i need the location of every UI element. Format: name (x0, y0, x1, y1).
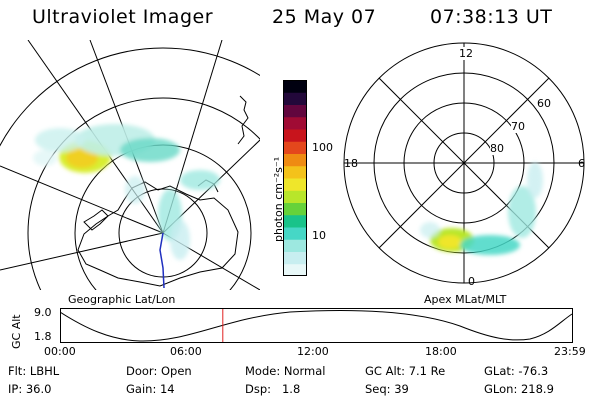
geographic-label: Geographic Lat/Lon (68, 293, 176, 306)
mlt-label-18: 18 (344, 157, 358, 170)
dsp-status: Dsp: 1.8 (245, 382, 301, 396)
glat-status: GLat: -76.3 (484, 364, 549, 378)
color-scale-step (283, 263, 307, 276)
color-scale-step (283, 129, 307, 142)
altitude-xtick-1: 06:00 (170, 345, 202, 358)
geographic-grid (0, 40, 260, 290)
color-scale-step (283, 104, 307, 118)
magnetic-polar-map (343, 42, 585, 284)
altitude-xtick-2: 12:00 (297, 345, 329, 358)
door-status: Door: Open (126, 364, 192, 378)
satellite-track (159, 232, 165, 289)
mlat-label-60: 60 (537, 97, 551, 110)
mode-status: Mode: Normal (245, 364, 326, 378)
color-scale-step (283, 165, 307, 179)
mlt-label-0: 0 (468, 275, 475, 288)
time-label: 07:38:13 UT (430, 6, 553, 28)
altitude-xtick-0: 00:00 (44, 345, 76, 358)
altitude-curve (60, 310, 573, 342)
coastline (77, 95, 249, 287)
colorbar-tick-100: 100 (312, 141, 333, 154)
color-scale-step (283, 141, 307, 154)
date-label: 25 May 07 (272, 6, 377, 28)
color-scale-step (283, 178, 307, 191)
colorbar-tick-10: 10 (312, 229, 326, 242)
altitude-xtick-4: 23:59 (554, 345, 586, 358)
glon-status: GLon: 218.9 (484, 382, 554, 396)
flt-status: Flt: LBHL (8, 364, 60, 378)
altitude-plot (60, 308, 573, 343)
altitude-ytick-low: 1.8 (34, 330, 52, 343)
aurora-emission (33, 124, 220, 260)
color-scale-step (283, 92, 307, 105)
color-scale-gradient (283, 80, 307, 276)
color-scale-step (283, 214, 307, 228)
color-scale-step (283, 80, 307, 93)
color-scale-step (283, 116, 307, 130)
magnetic-aurora-emission (420, 162, 543, 255)
geographic-map (0, 40, 260, 290)
altitude-xtick-3: 18:00 (425, 345, 457, 358)
mlt-label-12: 12 (459, 47, 473, 60)
colorbar-unit-label: photon cm⁻²s⁻¹ (272, 156, 285, 242)
color-scale-step (283, 239, 307, 252)
altitude-ylabel: GC Alt (10, 314, 23, 349)
altitude-ytick-high: 9.0 (34, 306, 52, 319)
gain-status: Gain: 14 (126, 382, 175, 396)
color-scale-step (283, 202, 307, 216)
color-scale-bar (283, 80, 307, 276)
color-scale-step (283, 227, 307, 240)
apex-label: Apex MLat/MLT (424, 293, 507, 306)
mlat-label-70: 70 (511, 120, 525, 133)
instrument-title: Ultraviolet Imager (32, 6, 214, 28)
seq-status: Seq: 39 (365, 382, 409, 396)
color-scale-step (283, 190, 307, 203)
mlat-label-80: 80 (490, 142, 504, 155)
mlt-label-6: 6 (578, 157, 585, 170)
color-scale-step (283, 153, 307, 167)
ip-status: IP: 36.0 (8, 382, 52, 396)
color-scale-step (283, 251, 307, 265)
gc-alt-status: GC Alt: 7.1 Re (365, 364, 446, 378)
